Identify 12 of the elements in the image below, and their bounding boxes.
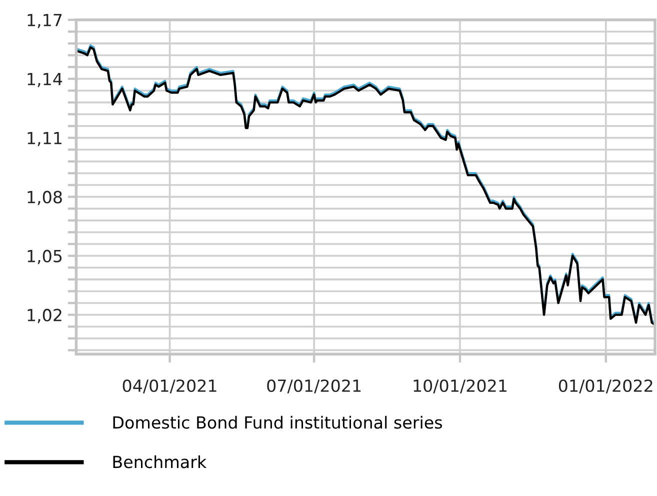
y-tick-label: 1,11 (28, 132, 62, 146)
legend-label: Domestic Bond Fund institutional series (113, 416, 442, 429)
x-tick-label: 10/01/2021 (414, 379, 506, 394)
x-tick-label: 01/01/2022 (558, 379, 652, 394)
y-tick-label: 1,14 (28, 73, 62, 88)
y-tick-label: 1,02 (28, 308, 62, 324)
legend-label: Benchmark (113, 455, 207, 468)
y-tick-label: 1,05 (28, 250, 62, 264)
x-tick-label: 04/01/2021 (122, 379, 216, 394)
y-tick-label: 1,08 (28, 190, 62, 206)
x-tick-label: 07/01/2021 (267, 379, 361, 394)
y-tick-label: 1,17 (28, 14, 62, 28)
